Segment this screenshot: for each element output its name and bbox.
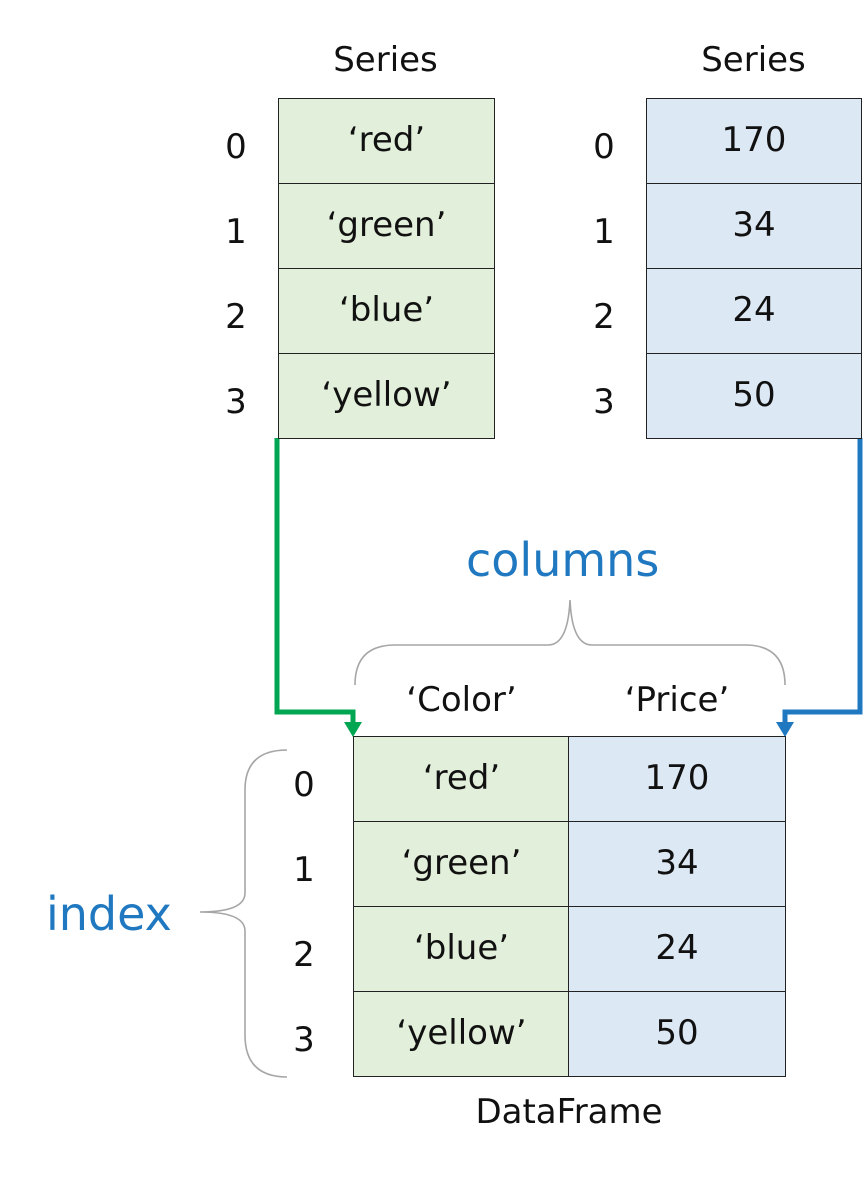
series-left-cell: ‘red’ (278, 98, 495, 184)
series-left-title: Series (333, 40, 438, 80)
series-right-title: Series (701, 40, 806, 80)
df-cell-color: ‘yellow’ (353, 991, 570, 1077)
index-brace (199, 749, 288, 1078)
df-cell-color: ‘blue’ (353, 906, 570, 992)
df-header-price: ‘Price’ (624, 680, 730, 720)
dataframe-caption: DataFrame (475, 1092, 663, 1132)
series-right-index-0: 0 (593, 127, 615, 167)
df-index-1: 1 (293, 850, 315, 890)
series-right-cell: 24 (646, 268, 862, 354)
df-cell-price: 50 (568, 991, 786, 1077)
blue-arrow (782, 438, 863, 724)
df-cell-price: 170 (568, 736, 786, 822)
series-right-cell: 34 (646, 183, 862, 269)
series-right-index-3: 3 (593, 382, 615, 422)
series-right-index-2: 2 (593, 297, 615, 337)
series-right-cell: 170 (646, 98, 862, 184)
series-right-index-1: 1 (593, 212, 615, 252)
columns-brace (354, 599, 786, 686)
index-label: index (46, 887, 172, 941)
series-left-index-1: 1 (225, 212, 247, 252)
df-header-color: ‘Color’ (406, 680, 517, 720)
series-right-cell: 50 (646, 353, 862, 439)
green-arrowhead (344, 722, 362, 737)
columns-label: columns (466, 533, 660, 587)
series-left-index-2: 2 (225, 297, 247, 337)
df-cell-color: ‘red’ (353, 736, 570, 822)
df-cell-price: 34 (568, 821, 786, 907)
df-index-3: 3 (293, 1020, 315, 1060)
blue-arrowhead (776, 722, 794, 737)
series-left-cell: ‘green’ (278, 183, 495, 269)
series-left-cell: ‘blue’ (278, 268, 495, 354)
series-left-cell: ‘yellow’ (278, 353, 495, 439)
df-index-0: 0 (293, 765, 315, 805)
series-left-index-0: 0 (225, 127, 247, 167)
green-arrow (274, 438, 356, 724)
df-cell-color: ‘green’ (353, 821, 570, 907)
df-index-2: 2 (293, 935, 315, 975)
df-cell-price: 24 (568, 906, 786, 992)
series-left-index-3: 3 (225, 382, 247, 422)
